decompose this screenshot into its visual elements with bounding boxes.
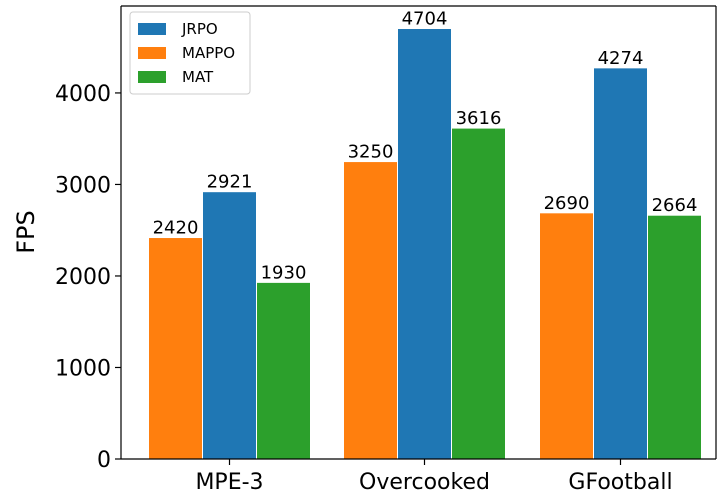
bar-jrpo-mpe-3 — [202, 191, 257, 460]
y-axis-label: FPS — [12, 210, 40, 254]
data-label-mat-gfootball: 2664 — [652, 195, 698, 216]
bar-mat-overcooked — [451, 127, 506, 460]
x-tick-label-gfootball: GFootball — [568, 470, 672, 495]
y-ticks-group: 0 1000 2000 3000 4000 — [55, 82, 121, 473]
bar-mappo-overcooked — [343, 161, 398, 460]
data-label-jrpo-gfootball: 4274 — [598, 48, 644, 69]
data-label-jrpo-mpe-3: 2921 — [207, 172, 253, 193]
legend-swatch-mat — [138, 71, 166, 83]
data-label-mappo-gfootball: 2690 — [544, 193, 590, 214]
y-tick-label-4000: 4000 — [55, 82, 111, 107]
bar-mat-mpe-3 — [256, 281, 311, 460]
legend-swatch-mappo — [138, 47, 166, 59]
bars-group — [148, 28, 702, 460]
bar-mappo-mpe-3 — [148, 237, 203, 460]
data-labels-group: 2420 2921 1930 3250 4704 3616 2690 4274 2664 — [153, 9, 698, 284]
data-label-mat-overcooked: 3616 — [456, 108, 502, 129]
data-label-mappo-overcooked: 3250 — [348, 142, 394, 163]
data-label-jrpo-overcooked: 4704 — [402, 9, 448, 30]
y-tick-label-2000: 2000 — [55, 265, 111, 290]
x-tick-label-mpe-3: MPE-3 — [195, 470, 263, 495]
y-tick-label-3000: 3000 — [55, 173, 111, 198]
legend-swatch-jrpo — [138, 23, 166, 35]
bar-jrpo-gfootball — [593, 67, 648, 460]
axes-group — [120, 5, 717, 460]
y-tick-label-0: 0 — [97, 448, 111, 473]
bar-mat-gfootball — [647, 214, 702, 460]
x-ticks-group: MPE-3 Overcooked GFootball — [195, 459, 673, 495]
legend-label-jrpo: JRPO — [181, 20, 218, 38]
legend: JRPO MAPPO MAT — [129, 11, 251, 95]
data-label-mappo-mpe-3: 2420 — [153, 218, 199, 239]
data-label-mat-mpe-3: 1930 — [261, 262, 307, 283]
bar-jrpo-overcooked — [397, 28, 452, 460]
legend-label-mat: MAT — [182, 68, 214, 86]
x-tick-label-overcooked: Overcooked — [359, 470, 490, 495]
bar-mappo-gfootball — [539, 212, 594, 460]
legend-label-mappo: MAPPO — [182, 44, 235, 62]
y-tick-label-1000: 1000 — [55, 356, 111, 381]
